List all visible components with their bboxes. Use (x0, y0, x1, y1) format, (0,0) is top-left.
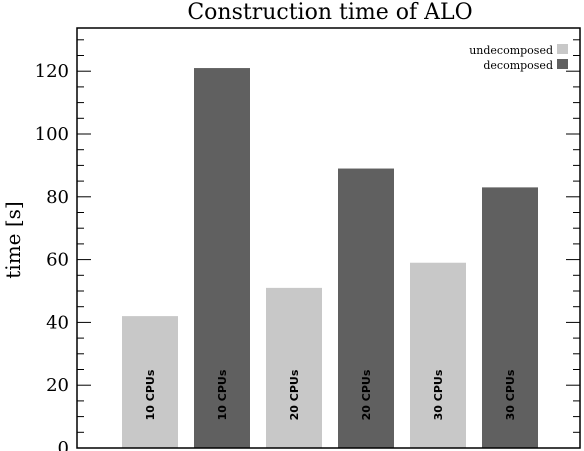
legend-swatch-2 (557, 59, 568, 69)
bar-label-2: 10 CPUs (216, 369, 229, 420)
y-axis-ticks: 0 20 40 60 80 100 120 (35, 39, 580, 451)
y-tick-label: 80 (46, 187, 69, 208)
bars-group (122, 68, 538, 449)
bar-label-6: 30 CPUs (504, 369, 517, 420)
chart-title: Construction time of ALO (187, 0, 472, 25)
bar-label-3: 20 CPUs (288, 369, 301, 420)
bar-label-5: 30 CPUs (432, 369, 445, 420)
y-tick-label: 60 (46, 250, 69, 271)
bar-5 (410, 262, 466, 448)
y-axis-label: time [s] (1, 201, 25, 278)
bar-6 (482, 187, 538, 448)
plot-frame (76, 27, 581, 449)
legend-label-2: decomposed (483, 59, 553, 72)
y-tick-label: 40 (46, 312, 69, 333)
bar-2 (194, 68, 250, 448)
legend: undecomposed decomposed (469, 44, 568, 72)
bar-3 (266, 287, 322, 448)
y-tick-label: 100 (35, 124, 69, 145)
bar-labels-group: 10 CPUs 10 CPUs 20 CPUs 20 CPUs 30 CPUs 30 CP… (144, 369, 517, 420)
y-tick-label: 120 (35, 61, 69, 82)
y-tick-label: 0 (58, 438, 69, 451)
legend-label-1: undecomposed (469, 44, 553, 57)
legend-swatch-1 (557, 44, 568, 54)
bar-1 (122, 316, 178, 448)
bar-label-4: 20 CPUs (360, 369, 373, 420)
bar-label-1: 10 CPUs (144, 369, 157, 420)
bar-4 (338, 168, 394, 449)
y-tick-label: 20 (46, 375, 69, 396)
